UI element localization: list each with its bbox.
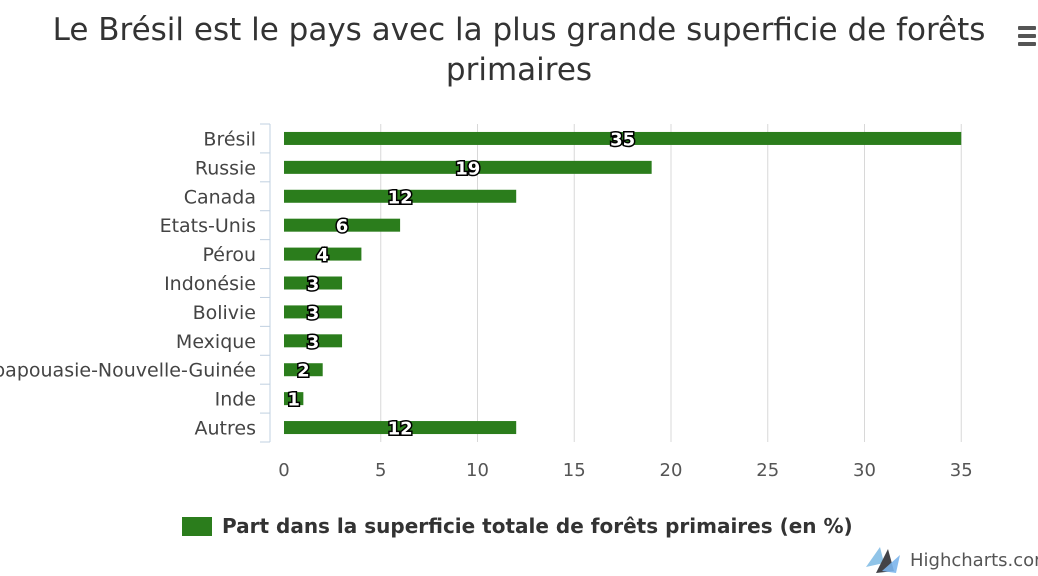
chart-title: Le Brésil est le pays avec la plus grand… (0, 10, 1038, 90)
data-label: 4 (316, 245, 329, 266)
value-axis-ticks: 0510152025303540 (278, 460, 973, 481)
data-labels: 35 19 12 64 3 3 3 2 1 12 (286, 128, 637, 441)
category-label: Indonésie (164, 273, 256, 295)
legend-swatch (182, 516, 212, 536)
category-label: Autres (195, 418, 256, 440)
credits-link[interactable]: Highcharts.com (866, 546, 1038, 574)
bar (284, 392, 304, 406)
bar-series (284, 131, 962, 435)
tick-label: 0 (278, 460, 289, 481)
bar (284, 189, 517, 203)
chart-title-line-1: Le Brésil est le pays avec la plus grand… (52, 12, 986, 48)
category-label: Canada (184, 186, 256, 208)
bar (284, 363, 323, 377)
tick-label: 35 (950, 460, 973, 481)
category-label: Inde (215, 389, 256, 411)
tick-label: 5 (375, 460, 386, 481)
bar (284, 276, 343, 290)
bar (284, 305, 343, 319)
category-label: papouasie-Nouvelle-Guinée (0, 360, 256, 382)
data-label: 12 (388, 187, 413, 208)
tick-label: 15 (563, 460, 586, 481)
category-axis (260, 123, 271, 443)
grid-lines (380, 124, 962, 442)
bar (284, 247, 362, 261)
data-label: 12 (388, 419, 413, 440)
data-label: 3 (307, 303, 320, 324)
data-label: 35 (610, 129, 635, 150)
highcharts-logo-icon (866, 547, 900, 573)
data-label: 1 (287, 390, 300, 411)
tick-label: 10 (466, 460, 489, 481)
category-label: Pérou (202, 244, 256, 266)
bar (284, 218, 401, 232)
tick-label: 30 (853, 460, 876, 481)
data-label: 3 (307, 274, 320, 295)
category-label: Etats-Unis (160, 215, 256, 237)
tick-label: 25 (756, 460, 779, 481)
bar (284, 421, 517, 435)
chart-title-line-2: primaires (445, 52, 593, 88)
data-label: 19 (455, 158, 480, 179)
credits-label: Highcharts.com (910, 549, 1038, 571)
category-label: Mexique (176, 331, 256, 353)
category-label: Russie (195, 157, 256, 179)
category-labels: Brésil Russie Canada Etats-Unis Pérou Indonés… (0, 128, 256, 439)
bar (284, 334, 343, 348)
category-label: Bolivie (193, 302, 256, 324)
data-label: 3 (307, 332, 320, 353)
legend-label: Part dans la superficie totale de forêts… (222, 514, 853, 538)
tick-label: 20 (660, 460, 683, 481)
hamburger-menu-icon[interactable] (1018, 26, 1038, 48)
data-label: 6 (336, 216, 349, 237)
data-label: 2 (297, 361, 310, 382)
legend-item[interactable]: Part dans la superficie totale de forêts… (182, 513, 853, 539)
bar (284, 131, 962, 145)
bar (284, 160, 652, 174)
category-label: Brésil (203, 128, 256, 150)
